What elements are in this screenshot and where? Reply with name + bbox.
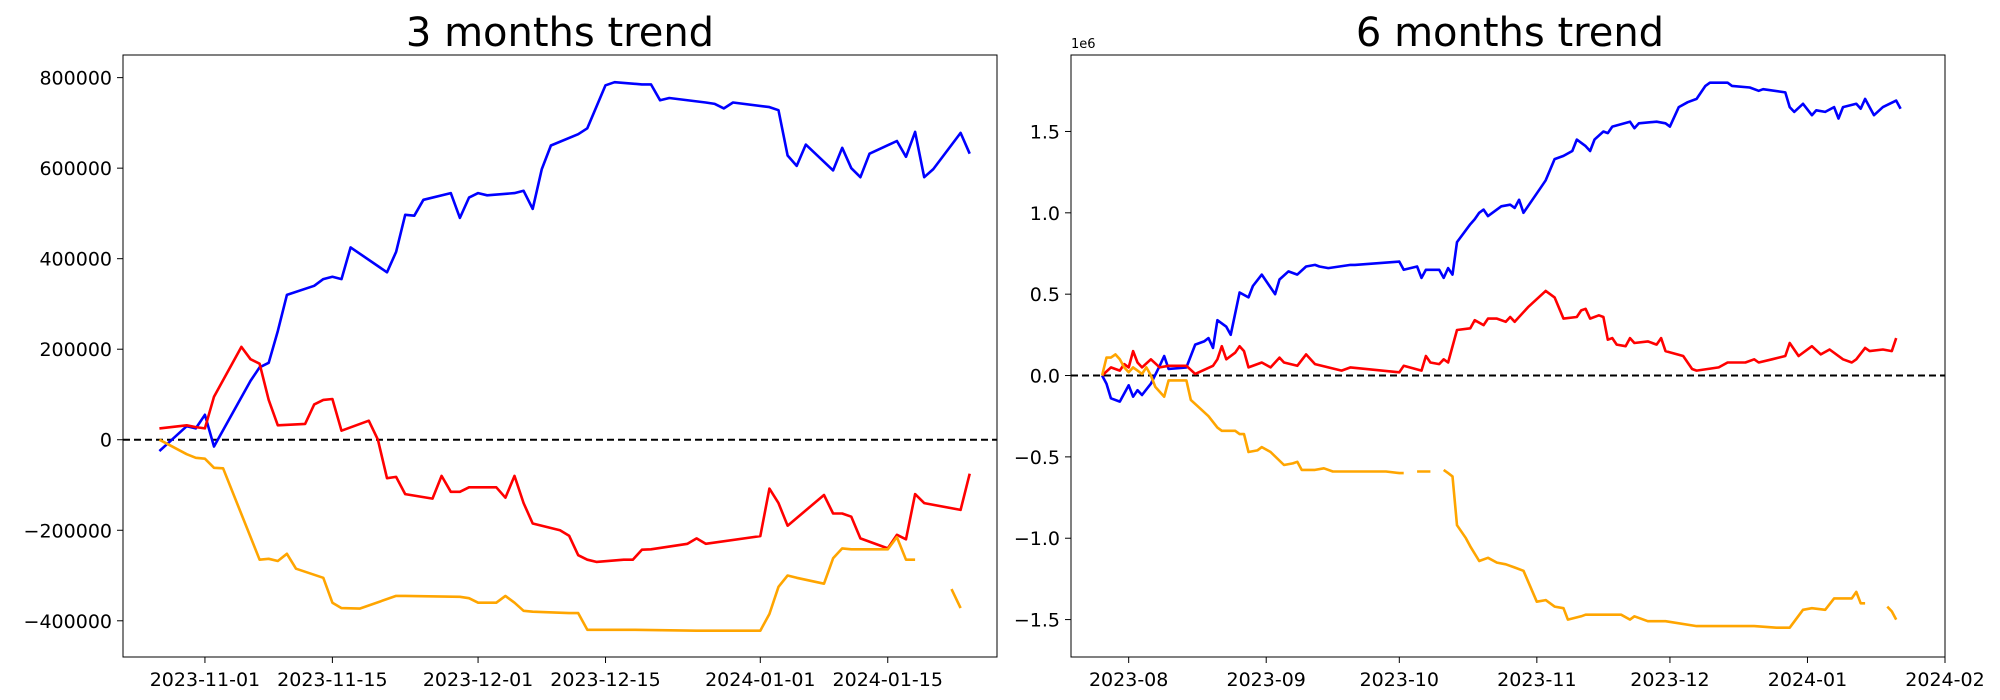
series-line-2 (1101, 289, 1898, 377)
series-line-1 (1100, 81, 1902, 403)
y-tick-label: 400000 (39, 249, 112, 271)
chart-3-months: 3 months trend −400000 −200000 0 200000 4000… (24, 10, 998, 691)
x-tick-label: 2023-08 (1089, 669, 1168, 691)
x-tick-label: 2023-12-15 (550, 669, 660, 691)
chart-6-months: 6 months trend −1.5 −1.0 −0.5 0.0 0.5 1.0 1.5 2… (1014, 10, 1985, 691)
y-tick-label: 1.0 (1030, 203, 1060, 225)
x-tick-label: 2023-12-01 (423, 669, 533, 691)
x-tick-label: 2023-11-15 (277, 669, 387, 691)
y-tick-label: 0.5 (1030, 284, 1060, 306)
axes-frame (1070, 54, 1946, 658)
y-tick-label: 600000 (39, 158, 112, 180)
x-tick-label: 2023-11 (1497, 669, 1576, 691)
y-tick-label: −1.5 (1014, 610, 1060, 632)
series-line-2 (159, 345, 971, 564)
y-tick-label: −400000 (24, 611, 112, 633)
axes-frame (122, 54, 998, 658)
series-line-3 (1100, 353, 1898, 629)
chart-title: 6 months trend (1356, 10, 1664, 56)
y-tick-label: 800000 (39, 68, 112, 90)
y-tick-label: −1.0 (1014, 528, 1060, 550)
y-tick-label: 200000 (39, 339, 112, 361)
x-tick-label: 2024-02 (1905, 669, 1984, 691)
x-tick-label: 2023-10 (1360, 669, 1439, 691)
y-tick-label: 0.0 (1030, 366, 1060, 388)
y-tick-label: 0 (100, 430, 112, 452)
y-offset-label: 1e6 (1071, 37, 1096, 52)
y-tick-label: −200000 (24, 520, 112, 542)
x-tick-label: 2023-11-01 (150, 669, 260, 691)
chart-title: 3 months trend (406, 10, 714, 56)
y-tick-label: −0.5 (1014, 447, 1060, 469)
series-line-3 (158, 438, 962, 632)
y-tick-label: 1.5 (1030, 121, 1060, 143)
x-tick-label: 2024-01-01 (705, 669, 815, 691)
x-tick-label: 2023-09 (1227, 669, 1306, 691)
series-line-1 (158, 80, 971, 453)
x-tick-label: 2023-12 (1630, 669, 1709, 691)
x-tick-label: 2024-01 (1768, 669, 1847, 691)
x-tick-label: 2024-01-15 (833, 669, 943, 691)
